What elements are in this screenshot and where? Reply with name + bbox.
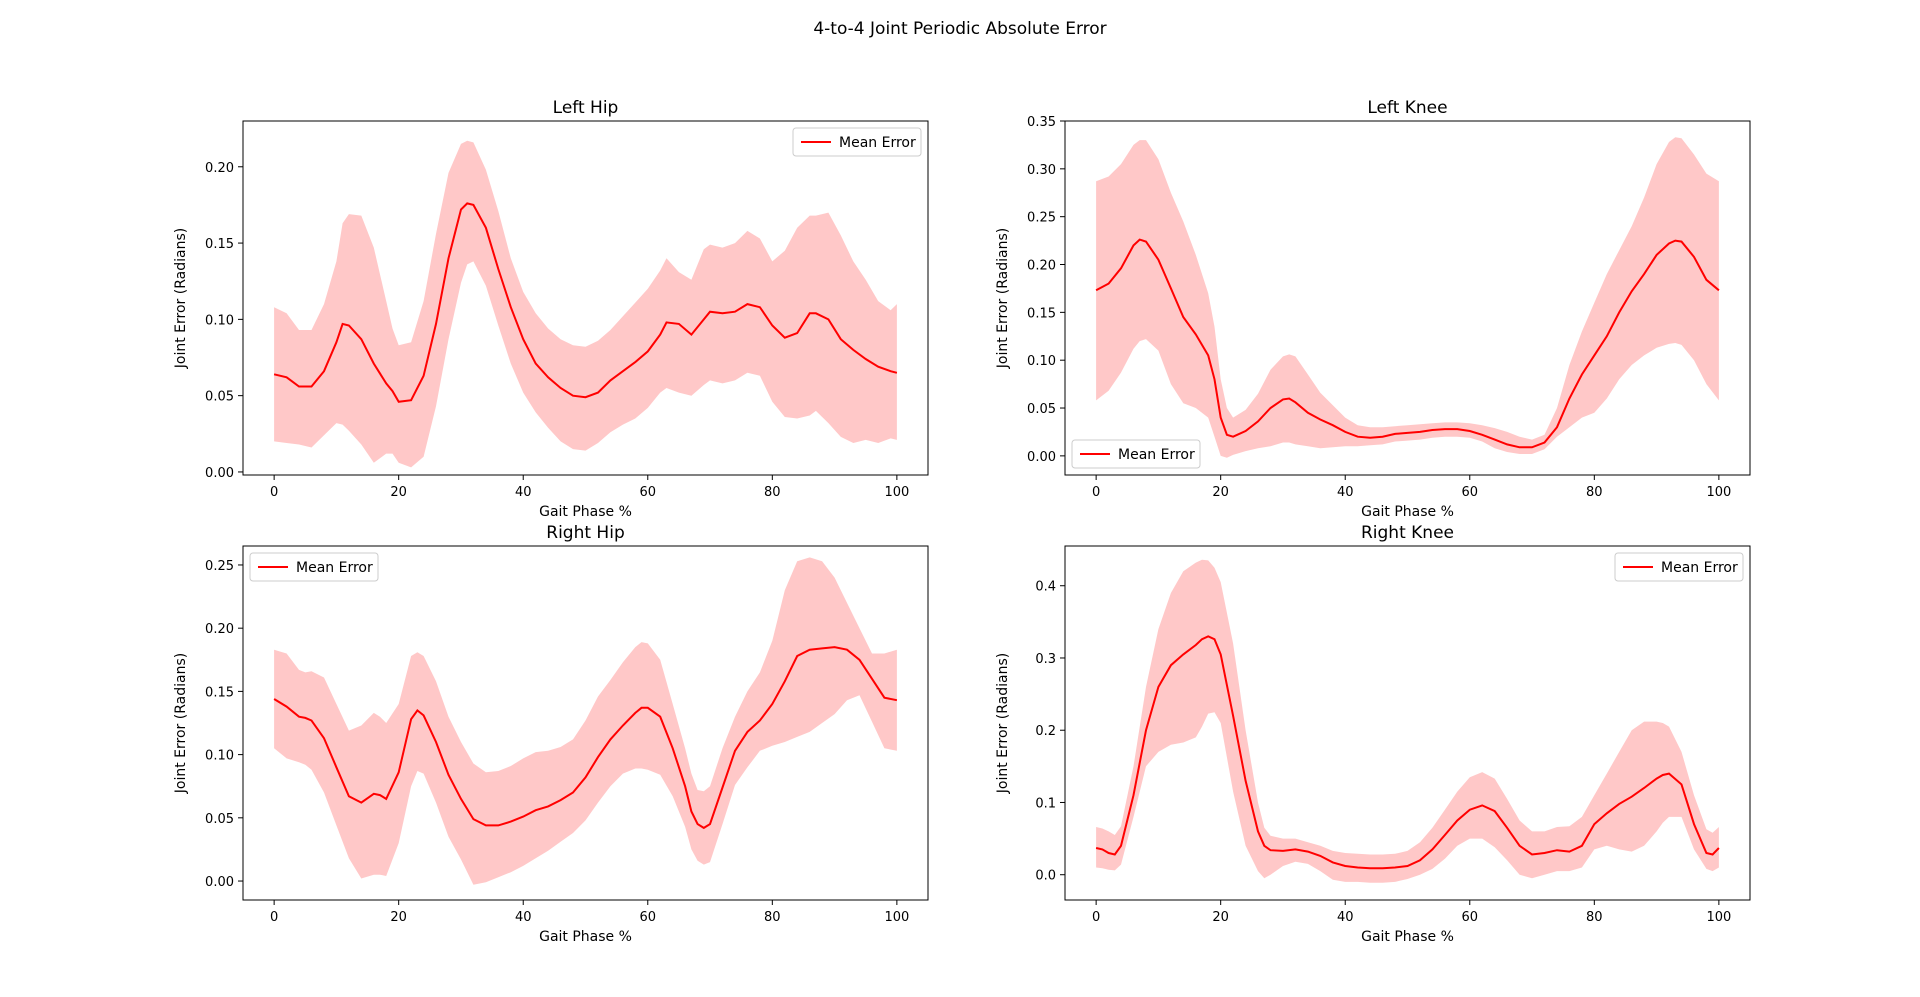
left-hip-legend: Mean Error xyxy=(792,127,922,157)
right-knee-y-tick-label: 0.0 xyxy=(1035,869,1056,884)
left-hip-y-tick-label: 0.10 xyxy=(205,313,234,328)
right-hip-y-axis-label: Joint Error (Radians) xyxy=(173,653,189,794)
right-hip-y-tick-label: 0.25 xyxy=(205,559,234,574)
right-hip-x-tick-label: 80 xyxy=(764,910,781,925)
right-hip-x-tick-label: 20 xyxy=(390,910,407,925)
right-knee-x-axis-label: Gait Phase % xyxy=(1361,929,1454,945)
figure-title: 4-to-4 Joint Periodic Absolute Error xyxy=(813,19,1106,39)
right-hip-y-tick-label: 0.00 xyxy=(205,875,234,890)
left-hip-y-tick-label: 0.20 xyxy=(205,161,234,176)
right-knee-legend-label: Mean Error xyxy=(1661,560,1738,576)
right-hip-y-tick-label: 0.05 xyxy=(205,812,234,827)
left-hip-y-tick-label: 0.15 xyxy=(205,237,234,252)
right-hip-y-tick-label: 0.15 xyxy=(205,685,234,700)
left-knee-x-tick-label: 80 xyxy=(1586,485,1603,500)
left-knee-y-tick-label: 0.10 xyxy=(1027,354,1056,369)
right-hip-plot-area xyxy=(273,557,898,885)
left-knee-mean-line xyxy=(1095,238,1720,449)
left-hip-y-axis-label: Joint Error (Radians) xyxy=(173,228,189,369)
right-hip-legend-label: Mean Error xyxy=(296,560,373,576)
left-knee-x-tick-label: 100 xyxy=(1706,485,1731,500)
left-hip-x-axis-label: Gait Phase % xyxy=(539,504,632,520)
right-knee-title: Right Knee xyxy=(1361,523,1454,543)
left-hip-title: Left Hip xyxy=(553,98,619,118)
left-knee-x-tick-label: 20 xyxy=(1212,485,1229,500)
left-hip-axes-frame xyxy=(242,120,929,476)
left-hip-y-tick-label: 0.05 xyxy=(205,390,234,405)
left-hip-x-tick-label: 80 xyxy=(764,485,781,500)
left-knee-axes-frame xyxy=(1064,120,1751,476)
right-hip-legend: Mean Error xyxy=(249,552,379,582)
left-knee-error-band xyxy=(1096,137,1719,458)
right-hip-legend-box xyxy=(249,552,379,582)
right-knee-plot-area xyxy=(1095,559,1720,883)
right-hip-x-tick-label: 100 xyxy=(884,910,909,925)
left-knee-chart: Left Knee 0 20 40 60 80 100 0.00 0.05 0.10 0.15 0.2… xyxy=(995,98,1751,520)
right-knee-legend: Mean Error xyxy=(1614,552,1744,582)
right-knee-x-tick-label: 100 xyxy=(1706,910,1731,925)
right-hip-y-tick-label: 0.10 xyxy=(205,749,234,764)
left-hip-legend-box xyxy=(792,127,922,157)
left-hip-y-tick-label: 0.00 xyxy=(205,466,234,481)
right-hip-x-tick-label: 0 xyxy=(270,910,278,925)
left-hip-error-band xyxy=(274,140,897,468)
right-hip-y-tick-label: 0.20 xyxy=(205,622,234,637)
right-knee-x-tick-label: 60 xyxy=(1461,910,1478,925)
right-knee-y-tick-label: 0.1 xyxy=(1035,796,1056,811)
right-hip-x-axis-label: Gait Phase % xyxy=(539,929,632,945)
right-knee-error-band xyxy=(1096,559,1719,883)
right-knee-chart: Right Knee 0 20 40 60 80 100 0.0 0.1 0.2 0.3 0.4 Gai… xyxy=(995,523,1751,945)
left-knee-plot-area xyxy=(1095,137,1720,458)
left-knee-y-tick-label: 0.20 xyxy=(1027,259,1056,274)
left-hip-x-tick-label: 20 xyxy=(390,485,407,500)
right-knee-x-tick-label: 80 xyxy=(1586,910,1603,925)
right-hip-error-band xyxy=(274,557,897,885)
right-knee-y-axis-label: Joint Error (Radians) xyxy=(995,653,1011,794)
left-knee-y-tick-label: 0.25 xyxy=(1027,211,1056,226)
right-knee-y-tick-label: 0.2 xyxy=(1035,724,1056,739)
left-knee-y-axis-label: Joint Error (Radians) xyxy=(995,228,1011,369)
left-hip-x-tick-label: 100 xyxy=(884,485,909,500)
left-knee-y-tick-label: 0.35 xyxy=(1027,115,1056,130)
left-knee-y-tick-label: 0.30 xyxy=(1027,163,1056,178)
right-hip-title: Right Hip xyxy=(546,523,624,543)
left-hip-x-tick-label: 60 xyxy=(639,485,656,500)
left-knee-legend: Mean Error xyxy=(1071,439,1201,469)
right-knee-x-tick-label: 20 xyxy=(1212,910,1229,925)
left-knee-x-tick-label: 60 xyxy=(1461,485,1478,500)
left-hip-mean-line xyxy=(273,202,898,403)
left-hip-plot-area xyxy=(273,140,898,468)
left-knee-y-tick-label: 0.05 xyxy=(1027,402,1056,417)
right-knee-legend-box xyxy=(1614,552,1744,582)
left-knee-legend-label: Mean Error xyxy=(1118,447,1195,463)
right-hip-x-tick-label: 60 xyxy=(639,910,656,925)
right-hip-chart: Right Hip 0 20 40 60 80 100 0.00 0.05 0.10 0.15 0.2… xyxy=(173,523,929,945)
right-knee-y-tick-label: 0.4 xyxy=(1035,580,1056,595)
right-hip-axes-frame xyxy=(242,545,929,901)
left-knee-legend-box xyxy=(1071,439,1201,469)
right-knee-x-tick-label: 0 xyxy=(1092,910,1100,925)
right-knee-mean-line xyxy=(1095,635,1720,870)
left-knee-y-tick-label: 0.00 xyxy=(1027,450,1056,465)
left-knee-x-axis-label: Gait Phase % xyxy=(1361,504,1454,520)
left-knee-y-tick-label: 0.15 xyxy=(1027,306,1056,321)
right-knee-y-tick-label: 0.3 xyxy=(1035,652,1056,667)
left-hip-x-tick-label: 0 xyxy=(270,485,278,500)
right-hip-mean-line xyxy=(273,646,898,830)
left-hip-chart: Left Hip 0 20 40 60 80 100 0.00 0.05 0.10 0.15 0.20… xyxy=(173,98,929,520)
left-knee-title: Left Knee xyxy=(1367,98,1447,118)
right-knee-axes-frame xyxy=(1064,545,1751,901)
left-knee-x-tick-label: 40 xyxy=(1337,485,1354,500)
left-hip-x-tick-label: 40 xyxy=(515,485,532,500)
left-hip-legend-label: Mean Error xyxy=(839,135,916,151)
right-knee-x-tick-label: 40 xyxy=(1337,910,1354,925)
right-hip-x-tick-label: 40 xyxy=(515,910,532,925)
left-knee-x-tick-label: 0 xyxy=(1092,485,1100,500)
